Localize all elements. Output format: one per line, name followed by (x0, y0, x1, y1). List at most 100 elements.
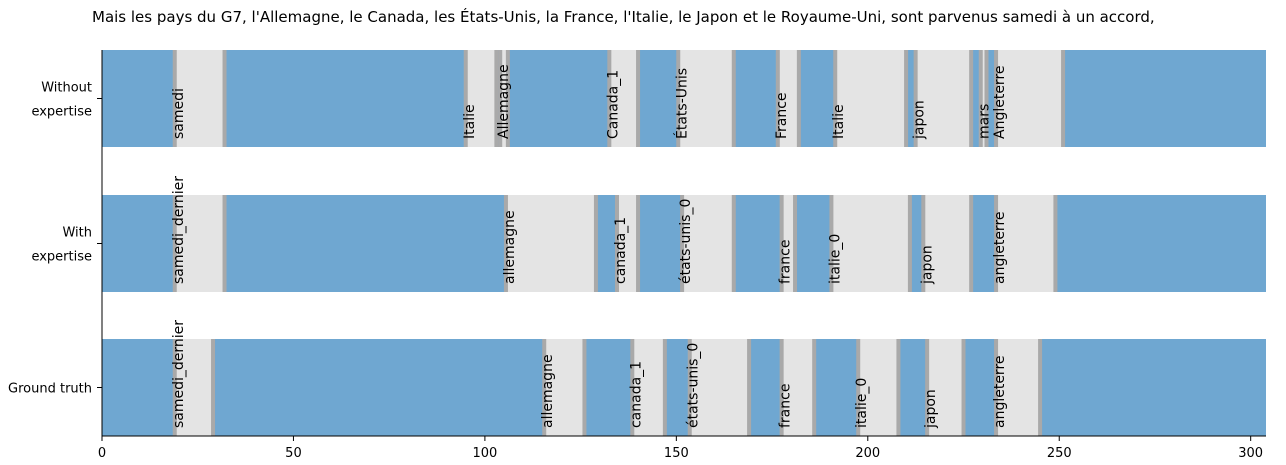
row-label: expertise (31, 105, 92, 120)
chart-title: Mais les pays du G7, l'Allemagne, le Can… (92, 8, 1155, 26)
segment-end-edge (494, 50, 499, 147)
segment-bar (927, 339, 964, 436)
segment-bar (996, 195, 1056, 292)
segment-start-edge (463, 50, 468, 147)
segment-label: allemagne (540, 354, 556, 428)
segment-start-edge (614, 195, 619, 292)
x-tick-label: 0 (98, 446, 106, 461)
x-tick-label: 50 (285, 446, 302, 461)
segment-bar (609, 50, 639, 147)
segment-label: Canada_1 (605, 70, 621, 139)
segment-end-edge (662, 339, 667, 436)
segment-end-edge (731, 195, 736, 292)
segment-start-edge (498, 50, 503, 147)
segment-start-edge (994, 339, 999, 436)
segment-label: Italie (831, 104, 847, 139)
segment-label: états-unis_0 (678, 199, 694, 284)
segment-end-edge (1038, 339, 1043, 436)
segment-end-edge (636, 50, 641, 147)
x-tick-label: 250 (1047, 446, 1072, 461)
segment-end-edge (969, 195, 974, 292)
segment-bar (544, 339, 585, 436)
segment-end-edge (505, 50, 510, 147)
segment-end-edge (222, 50, 227, 147)
row-label: With (62, 226, 92, 241)
segment-label: japon (919, 245, 935, 285)
segment-start-edge (856, 339, 861, 436)
segment-bar (915, 50, 972, 147)
segment-end-edge (961, 339, 966, 436)
segment-start-edge (676, 50, 681, 147)
segment-end-edge (593, 195, 598, 292)
segment-bar (781, 339, 815, 436)
segment-bar (682, 195, 734, 292)
segment-bar (781, 195, 796, 292)
segment-bar (174, 339, 214, 436)
segment-bar (678, 50, 734, 147)
segment-end-edge (1061, 50, 1066, 147)
segment-label: italie_0 (827, 234, 843, 284)
segment-end-edge (812, 339, 817, 436)
segment-start-edge (630, 339, 635, 436)
segment-label: angleterre (992, 355, 1008, 428)
segment-labels-layer: samedi Italie Allemagne Canada_1 États-Unis F… (171, 64, 1008, 429)
x-tick-label: 100 (472, 446, 497, 461)
segment-bar (616, 195, 639, 292)
segment-label: Allemagne (496, 64, 512, 139)
segment-end-edge (907, 195, 912, 292)
x-tick-label: 200 (855, 446, 880, 461)
segment-start-edge (978, 50, 983, 147)
segment-label: japon (912, 100, 928, 140)
segment-start-edge (925, 339, 930, 436)
segment-bar (996, 339, 1041, 436)
segment-end-edge (1053, 195, 1058, 292)
segment-end-edge (969, 50, 974, 147)
segment-bar (980, 50, 987, 147)
segment-label: canada_1 (613, 217, 629, 284)
segment-label: canada_1 (628, 361, 644, 428)
segment-start-edge (994, 50, 999, 147)
segment-start-edge (833, 50, 838, 147)
segment-start-edge (913, 50, 918, 147)
segment-start-edge (172, 339, 177, 436)
segment-start-edge (687, 339, 692, 436)
segment-bar (835, 50, 907, 147)
segment-bar (500, 50, 508, 147)
x-tick-label: 150 (664, 446, 689, 461)
segment-end-edge (731, 50, 736, 147)
segment-start-edge (172, 50, 177, 147)
segment-start-edge (503, 195, 508, 292)
segment-start-edge (994, 195, 999, 292)
segment-start-edge (775, 50, 780, 147)
segment-start-edge (680, 195, 685, 292)
segment-label: france (778, 240, 794, 284)
segment-bar (831, 195, 910, 292)
row-background-bar (102, 339, 1266, 436)
row-label: expertise (31, 250, 92, 265)
segment-start-edge (829, 195, 834, 292)
segment-end-edge (222, 195, 227, 292)
segment-label: Angleterre (992, 65, 1008, 139)
segment-start-edge (172, 195, 177, 292)
segment-start-edge (542, 339, 547, 436)
bars-layer (102, 50, 1266, 436)
segment-label: angleterre (992, 211, 1008, 284)
segment-label: France (774, 92, 790, 139)
segment-label: italie_0 (854, 378, 870, 428)
segment-bar (923, 195, 972, 292)
axes-layer: Without expertise With expertise Ground trut… (8, 50, 1266, 461)
segment-start-edge (607, 50, 612, 147)
segment-label: états-unis_0 (686, 343, 702, 428)
segment-label: mars (977, 104, 993, 139)
segment-start-edge (779, 339, 784, 436)
segment-bar (632, 339, 665, 436)
segment-end-edge (793, 195, 798, 292)
segment-end-edge (796, 50, 801, 147)
segment-label: japon (923, 389, 939, 429)
x-tick-label: 300 (1238, 446, 1263, 461)
segment-start-edge (779, 195, 784, 292)
segment-label: france (778, 384, 794, 428)
segment-bar (777, 50, 799, 147)
row-label: Without (41, 81, 92, 96)
segment-label: Italie (462, 104, 478, 139)
